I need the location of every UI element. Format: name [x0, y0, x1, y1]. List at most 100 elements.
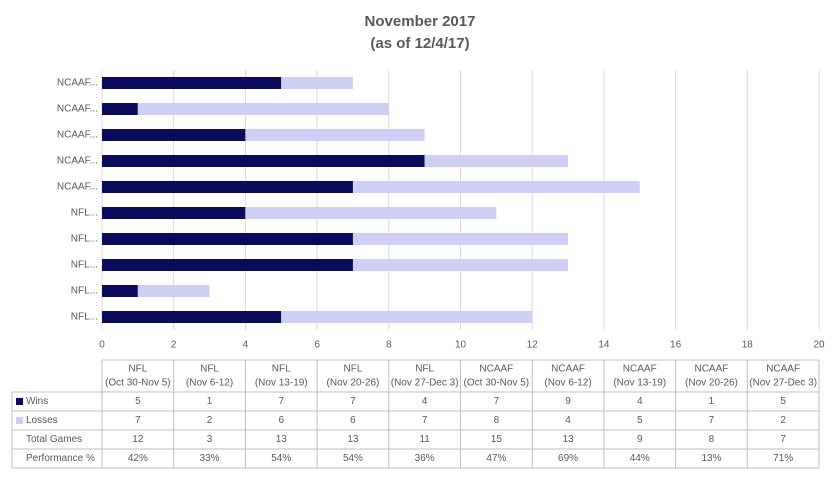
table-cell: 6	[278, 415, 284, 426]
table-cell: 1	[207, 396, 213, 407]
bar-segment	[102, 103, 138, 115]
y-tick-label: NCAAF...	[57, 156, 98, 167]
table-cell: 6	[350, 415, 356, 426]
x-tick-label: 16	[670, 340, 682, 351]
legend-swatch	[16, 417, 23, 424]
y-tick-label: NFL...	[71, 260, 98, 271]
table-cell: 7	[780, 434, 786, 445]
table-header: NCAAF	[479, 364, 513, 375]
table-cell: 9	[637, 434, 643, 445]
table-header: NFL	[415, 364, 434, 375]
table-cell: 8	[709, 434, 715, 445]
bar-segment	[102, 285, 138, 297]
legend-swatch	[16, 398, 23, 405]
table-cell: 3	[207, 434, 213, 445]
table-cell: 5	[135, 396, 141, 407]
table-header: NCAAF	[551, 364, 585, 375]
y-tick-label: NCAAF...	[57, 182, 98, 193]
bar-segment	[102, 77, 282, 89]
table-header: (Nov 6-12)	[186, 378, 233, 389]
table-cell: 69%	[558, 453, 578, 464]
bar-segment	[102, 311, 282, 323]
table-cell: 54%	[343, 453, 363, 464]
bar-segment	[137, 103, 389, 115]
table-header: (Nov 13-19)	[255, 378, 308, 389]
bar-segment	[102, 129, 246, 141]
bar-segment	[245, 207, 497, 219]
table-header: (Oct 30-Nov 5)	[105, 378, 171, 389]
x-tick-label: 18	[742, 340, 754, 351]
table-header: NFL	[272, 364, 291, 375]
x-tick-label: 10	[455, 340, 467, 351]
chart-title: November 2017	[365, 13, 476, 30]
y-tick-label: NFL...	[71, 234, 98, 245]
table-cell: 36%	[415, 453, 435, 464]
table-header: (Nov 27-Dec 3)	[391, 378, 459, 389]
table-cell: 4	[565, 415, 571, 426]
table-cell: 13	[562, 434, 574, 445]
table-cell: 2	[207, 415, 213, 426]
table-cell: 44%	[630, 453, 650, 464]
row-label: Total Games	[26, 434, 82, 445]
x-tick-label: 14	[598, 340, 610, 351]
table-header: NFL	[343, 364, 362, 375]
y-tick-label: NFL...	[71, 208, 98, 219]
table-cell: 7	[350, 396, 356, 407]
table-header: (Nov 27-Dec 3)	[749, 378, 817, 389]
table-header: NCAAF	[694, 364, 728, 375]
table-cell: 1	[709, 396, 715, 407]
table-cell: 15	[491, 434, 503, 445]
table-cell: 7	[422, 415, 428, 426]
legend-label: Wins	[26, 396, 48, 407]
bar-segment	[352, 259, 569, 271]
y-tick-label: NCAAF...	[57, 130, 98, 141]
bar-segment	[137, 285, 210, 297]
table-header: (Oct 30-Nov 5)	[464, 378, 530, 389]
table-header: NCAAF	[766, 364, 800, 375]
bar-segment	[102, 233, 353, 245]
y-tick-label: NCAAF...	[57, 78, 98, 89]
table-header: NFL	[200, 364, 219, 375]
table-header: (Nov 20-26)	[327, 378, 380, 389]
table-cell: 7	[135, 415, 141, 426]
table-cell: 7	[709, 415, 715, 426]
table-cell: 33%	[200, 453, 220, 464]
bar-segment	[281, 311, 533, 323]
table-cell: 47%	[486, 453, 506, 464]
y-tick-label: NCAAF...	[57, 104, 98, 115]
table-cell: 8	[494, 415, 500, 426]
table-cell: 71%	[773, 453, 793, 464]
table-cell: 13	[347, 434, 359, 445]
bar-segment	[424, 155, 569, 167]
row-label: Performance %	[26, 453, 95, 464]
table-header: (Nov 13-19)	[613, 378, 666, 389]
table-cell: 4	[422, 396, 428, 407]
table-header: NCAAF	[623, 364, 657, 375]
bar-segment	[102, 181, 353, 193]
table-cell: 13	[276, 434, 288, 445]
table-cell: 5	[637, 415, 643, 426]
y-tick-label: NFL...	[71, 312, 98, 323]
table-cell: 42%	[128, 453, 148, 464]
x-tick-label: 4	[243, 340, 249, 351]
table-header: (Nov 20-26)	[685, 378, 738, 389]
bar-segment	[102, 207, 246, 219]
bar-segment	[102, 155, 425, 167]
y-tick-label: NFL...	[71, 286, 98, 297]
x-tick-label: 6	[314, 340, 320, 351]
bar-segment	[102, 259, 353, 271]
table-cell: 7	[494, 396, 500, 407]
x-tick-label: 12	[527, 340, 539, 351]
table-cell: 9	[565, 396, 571, 407]
table-cell: 11	[419, 434, 430, 445]
x-tick-label: 20	[813, 340, 825, 351]
x-tick-label: 2	[171, 340, 177, 351]
table-cell: 13%	[701, 453, 721, 464]
table-cell: 5	[780, 396, 786, 407]
bar-segment	[352, 233, 569, 245]
table-cell: 54%	[271, 453, 291, 464]
legend-label: Losses	[26, 415, 58, 426]
x-tick-label: 0	[99, 340, 105, 351]
bar-segment	[281, 77, 353, 89]
